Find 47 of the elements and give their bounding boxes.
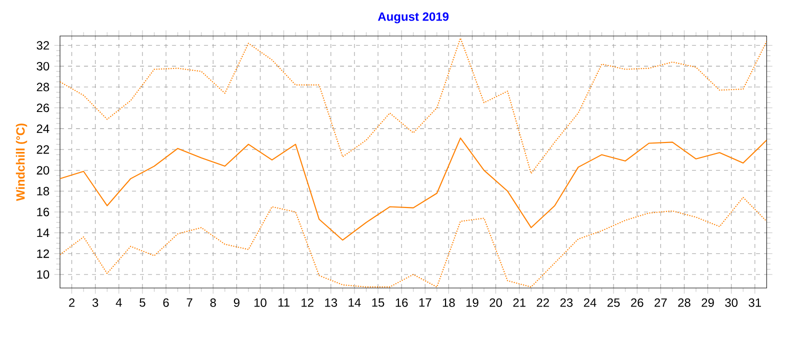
y-tick-label: 28 — [36, 82, 50, 92]
chart-title: August 2019 — [378, 12, 449, 24]
x-tick-label: 19 — [466, 298, 478, 307]
x-tick-label: 12 — [302, 298, 314, 307]
x-tick-label: 17 — [419, 298, 432, 307]
y-tick-label: 22 — [36, 145, 49, 154]
y-tick-label: 16 — [37, 208, 50, 216]
y-axis-title: Windchill (°C) — [16, 124, 28, 201]
x-tick-label: 8 — [210, 298, 216, 307]
line-series — [60, 38, 767, 174]
y-tick-label: 32 — [36, 41, 49, 50]
x-tick-label: 27 — [654, 298, 667, 307]
x-tick-label: 26 — [631, 298, 644, 307]
y-tick-label: 26 — [36, 104, 50, 112]
y-tick-label: 20 — [36, 166, 50, 175]
x-tick-label: 28 — [678, 298, 690, 307]
x-tick-label: 4 — [116, 298, 122, 307]
line-series — [60, 196, 767, 288]
x-tick-label: 13 — [325, 298, 338, 307]
y-tick-label: 30 — [36, 62, 50, 70]
x-tick-label: 7 — [186, 298, 192, 307]
y-tick-label: 18 — [37, 186, 50, 196]
x-tick-label: 3 — [92, 298, 98, 307]
x-tick-label: 6 — [163, 298, 169, 307]
x-tick-label: 31 — [748, 298, 761, 307]
x-tick-label: 11 — [278, 298, 290, 307]
x-tick-label: 20 — [490, 298, 502, 307]
x-tick-label: 18 — [442, 298, 455, 307]
x-tick-label: 16 — [396, 298, 408, 307]
line-series — [60, 138, 767, 241]
y-tick-label: 14 — [37, 228, 50, 237]
y-tick-label: 24 — [36, 124, 50, 133]
x-tick-label: 9 — [234, 298, 240, 307]
x-tick-label: 10 — [254, 298, 266, 307]
y-tick-label: 12 — [37, 249, 49, 258]
x-tick-label: 29 — [702, 298, 714, 307]
y-tick-label: 10 — [37, 270, 50, 279]
x-tick-label: 2 — [69, 298, 75, 307]
x-tick-label: 24 — [584, 298, 596, 307]
x-tick-label: 23 — [560, 298, 573, 307]
x-tick-label: 21 — [513, 298, 526, 307]
x-tick-label: 30 — [725, 298, 738, 307]
x-tick-label: 15 — [372, 298, 384, 307]
x-tick-label: 25 — [607, 298, 620, 307]
x-tick-label: 14 — [348, 298, 361, 307]
x-tick-label: 22 — [536, 298, 549, 307]
x-tick-label: 5 — [140, 298, 146, 307]
